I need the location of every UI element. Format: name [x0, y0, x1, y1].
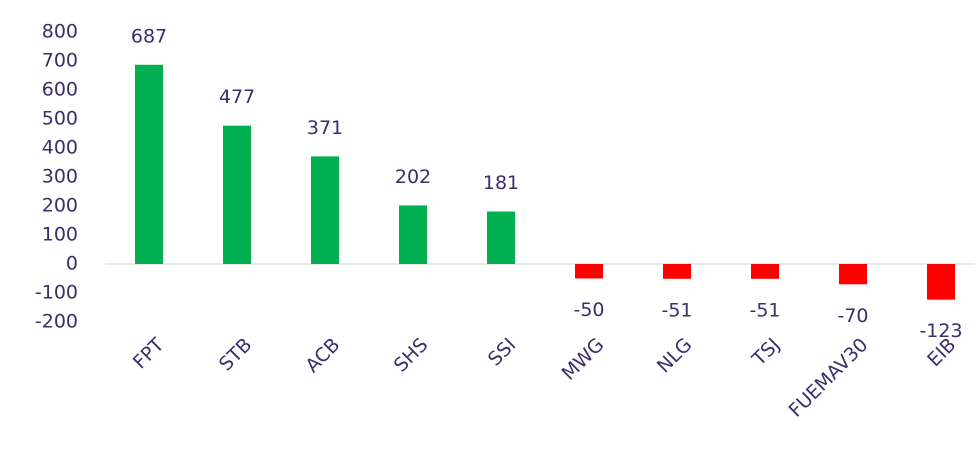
y-tick-label: 400 — [42, 137, 78, 159]
x-tick-label: ACB — [301, 334, 344, 377]
y-tick-label: 300 — [42, 166, 78, 188]
bar — [223, 125, 251, 264]
bar — [575, 264, 603, 279]
data-label: -51 — [749, 299, 780, 321]
bar — [135, 64, 163, 265]
bar — [311, 156, 339, 264]
x-tick-label: STB — [215, 334, 257, 376]
data-label: -70 — [837, 305, 868, 327]
bar — [751, 264, 779, 279]
y-tick-label: -100 — [35, 282, 78, 304]
x-tick-label: TSJ — [747, 334, 784, 371]
data-label: 687 — [131, 25, 167, 47]
y-tick-label: 700 — [42, 50, 78, 72]
x-tick-label: SSI — [484, 334, 521, 371]
bar — [663, 264, 691, 279]
bar — [927, 264, 955, 300]
y-tick-label: 0 — [66, 253, 78, 275]
x-tick-label: SHS — [390, 334, 433, 377]
data-label: -123 — [919, 320, 962, 342]
data-label: -51 — [661, 299, 692, 321]
x-tick-label: FPT — [129, 334, 169, 374]
data-label: 371 — [307, 117, 343, 139]
x-tick-label: MWG — [558, 334, 609, 385]
data-label: 202 — [395, 166, 431, 188]
bar — [839, 264, 867, 285]
y-tick-label: 800 — [42, 21, 78, 43]
data-label: 477 — [219, 86, 255, 108]
bar — [399, 205, 427, 264]
y-tick-label: 600 — [42, 79, 78, 101]
data-label: -50 — [573, 299, 604, 321]
data-label: 181 — [483, 172, 519, 194]
y-tick-label: -200 — [35, 311, 78, 333]
x-tick-label: NLG — [653, 334, 697, 378]
y-tick-label: 100 — [42, 224, 78, 246]
y-tick-label: 200 — [42, 195, 78, 217]
bar — [487, 211, 515, 264]
y-tick-label: 500 — [42, 108, 78, 130]
x-tick-label: FUEMAV30 — [785, 334, 873, 422]
